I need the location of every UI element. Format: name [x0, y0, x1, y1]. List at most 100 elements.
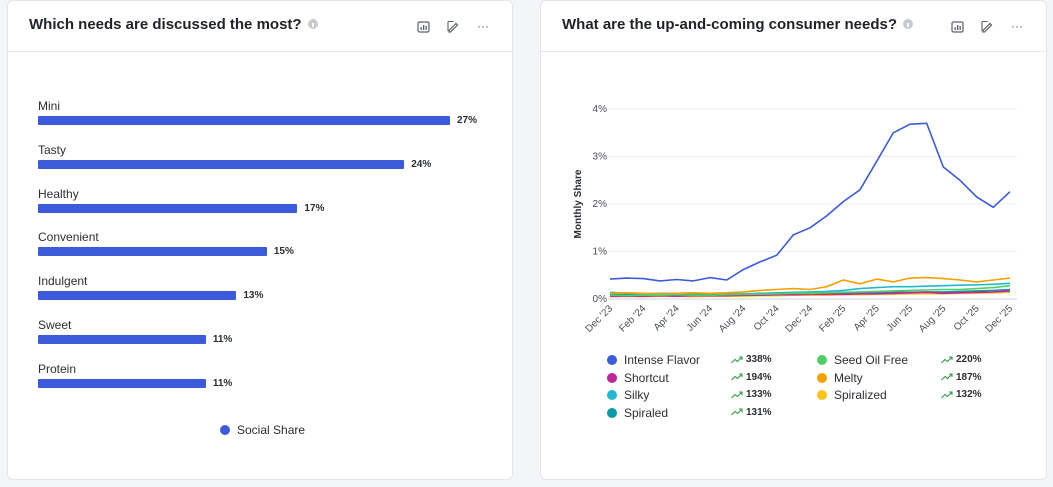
legend-label: Social Share [237, 423, 306, 437]
legend-label: Seed Oil Free [834, 353, 909, 367]
legend-growth: 131% [731, 407, 772, 418]
bar[interactable] [38, 291, 237, 301]
x-tick-label: Oct '25 [952, 303, 982, 333]
bar[interactable] [38, 116, 450, 125]
bar[interactable] [38, 203, 298, 213]
growth-value: 338% [746, 354, 772, 365]
legend-dot [607, 372, 617, 383]
legend-label: Intense Flavor [624, 353, 701, 367]
card-title-text: Which needs are discussed the most? [29, 16, 302, 33]
chart-type-icon[interactable] [408, 18, 438, 34]
legend-item[interactable]: Silky [607, 388, 649, 402]
legend-growth: 338% [731, 354, 772, 365]
x-tick-label: Aug '25 [917, 303, 949, 335]
legend-growth: 220% [941, 354, 982, 365]
bar[interactable] [38, 159, 405, 169]
series-line[interactable] [610, 290, 1011, 297]
bar-label: Mini [38, 99, 61, 113]
trend-up-icon [731, 408, 743, 416]
chart-legend: Social Share [220, 423, 305, 437]
legend-growth: 133% [731, 389, 772, 400]
legend-label: Silky [624, 388, 650, 403]
x-tick-label: Feb '24 [617, 303, 648, 334]
upcoming-needs-card: What are the up-and-coming consumer need… [540, 0, 1047, 480]
bar-value-label: 11% [212, 334, 233, 345]
bar-label: Indulgent [38, 274, 88, 289]
legend-item[interactable]: Melty [817, 371, 863, 385]
edit-icon[interactable] [438, 18, 468, 34]
bar[interactable] [38, 247, 267, 257]
legend-label: Melty [834, 370, 863, 385]
legend-dot [817, 390, 827, 401]
x-tick-label: Dec '25 [984, 303, 1016, 335]
x-tick-label: Oct '24 [752, 303, 782, 333]
y-tick-label: 4% [593, 104, 608, 115]
growth-value: 194% [746, 371, 772, 383]
x-tick-label: Aug '24 [717, 303, 749, 335]
bar-label: Protein [38, 361, 77, 376]
info-icon[interactable] [903, 19, 914, 30]
legend-label: Shortcut [624, 370, 669, 385]
bar-value-label: 17% [304, 202, 325, 214]
more-icon[interactable]: ··· [477, 19, 489, 33]
x-tick-label: Apr '24 [652, 303, 682, 333]
legend-item[interactable]: Seed Oil Free [817, 353, 908, 367]
info-icon[interactable] [307, 19, 318, 30]
bar-value-label: 15% [273, 246, 294, 258]
bar[interactable] [38, 335, 206, 344]
bar-value-label: 27% [457, 115, 478, 126]
x-tick-label: Apr '25 [852, 303, 882, 333]
chart-type-icon[interactable] [942, 18, 972, 34]
needs-discussed-card: Which needs are discussed the most? ··· … [7, 0, 513, 480]
card-title: Which needs are discussed the most? [29, 16, 318, 33]
legend-item[interactable]: Spiraled [607, 406, 668, 420]
growth-value: 131% [746, 406, 772, 418]
series-line[interactable] [609, 276, 1011, 295]
legend-dot [607, 390, 617, 401]
legend-dot [607, 407, 617, 418]
growth-value: 220% [956, 354, 982, 365]
edit-icon[interactable] [972, 18, 1002, 34]
y-tick-label: 0% [593, 294, 608, 305]
x-tick-label: Dec '24 [784, 303, 816, 335]
more-icon[interactable]: ··· [1011, 19, 1023, 33]
bar-label: Sweet [38, 318, 72, 332]
card-actions: ··· [408, 18, 498, 34]
bar-value-label: 13% [243, 290, 264, 302]
trend-up-icon [731, 355, 743, 363]
y-tick-label: 2% [593, 199, 608, 210]
legend-growth: 132% [941, 389, 982, 400]
series-line[interactable] [609, 122, 1011, 282]
y-axis-label: Monthly Share [573, 169, 584, 238]
legend-dot [220, 425, 230, 435]
bar-value-label: 24% [411, 158, 432, 170]
trend-up-icon [731, 373, 743, 381]
x-tick-label: Feb '25 [817, 303, 848, 334]
x-tick-label: Jun '24 [685, 303, 716, 334]
card-title-text: What are the up-and-coming consumer need… [562, 16, 898, 33]
legend-dot [607, 355, 617, 365]
x-tick-label: Jun '25 [885, 303, 916, 334]
growth-value: 133% [746, 389, 772, 401]
legend-item[interactable]: Intense Flavor [607, 353, 700, 367]
growth-value: 187% [956, 371, 982, 383]
card-actions: ··· [942, 18, 1032, 34]
y-tick-label: 3% [593, 152, 608, 163]
legend-growth: 187% [941, 372, 982, 383]
bar[interactable] [38, 378, 206, 388]
y-tick-label: 1% [593, 247, 608, 258]
bar-label: Convenient [38, 230, 99, 245]
bar-label: Tasty [38, 142, 67, 157]
card-header: What are the up-and-coming consumer need… [541, 1, 1046, 52]
series-line[interactable] [609, 284, 1011, 297]
legend-item[interactable]: Spiralized [817, 388, 887, 402]
x-tick-label: Dec '23 [584, 303, 616, 335]
legend-growth: 194% [731, 372, 772, 383]
card-title: What are the up-and-coming consumer need… [562, 16, 914, 33]
trend-up-icon [731, 391, 743, 399]
legend-label: Spiralized [834, 388, 887, 403]
legend-item[interactable]: Shortcut [607, 371, 669, 385]
trend-up-icon [941, 373, 953, 381]
trend-up-icon [941, 391, 953, 399]
